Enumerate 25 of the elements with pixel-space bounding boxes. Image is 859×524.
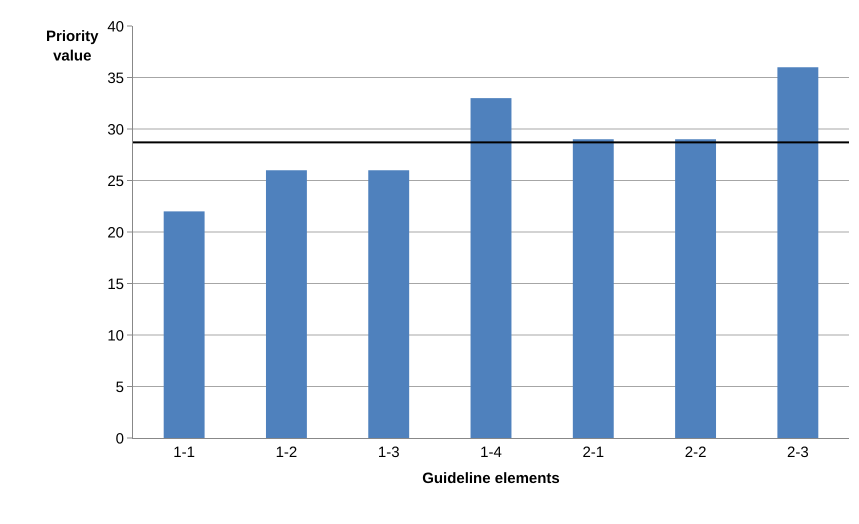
bar [164,211,205,438]
x-tick-label: 2-1 [582,444,604,461]
y-tick-label: 10 [107,327,124,344]
bar [470,98,512,438]
bar [368,170,410,438]
x-tick-label: 1-3 [378,444,400,461]
x-tick-label: 1-4 [480,444,502,461]
bar [675,139,716,438]
y-tick-label: 5 [116,378,124,396]
x-tick-label: 1-1 [173,444,195,461]
y-tick-label: 15 [107,276,124,293]
x-tick-label: 2-2 [684,444,706,461]
x-tick-label: 2-3 [787,444,809,461]
y-tick-label: 0 [116,430,124,448]
y-tick-label: 20 [107,224,124,242]
x-tick-label: 1-2 [276,444,298,461]
x-axis-title: Guideline elements [422,470,560,487]
y-tick-label: 35 [107,70,124,87]
bar [266,170,307,438]
bar [572,139,614,438]
y-axis-title: Priority value [46,28,100,64]
y-tick-label: 30 [107,121,124,138]
y-tick-label: 40 [107,18,124,36]
bar [777,67,818,438]
y-tick-label: 25 [107,172,124,190]
